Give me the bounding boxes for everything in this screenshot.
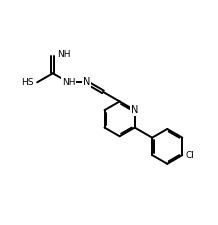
- Text: N: N: [131, 105, 138, 115]
- Text: N: N: [83, 77, 90, 87]
- Text: NH: NH: [58, 50, 71, 59]
- Text: Cl: Cl: [186, 151, 194, 160]
- Text: NH: NH: [62, 78, 75, 87]
- Text: HS: HS: [21, 78, 33, 87]
